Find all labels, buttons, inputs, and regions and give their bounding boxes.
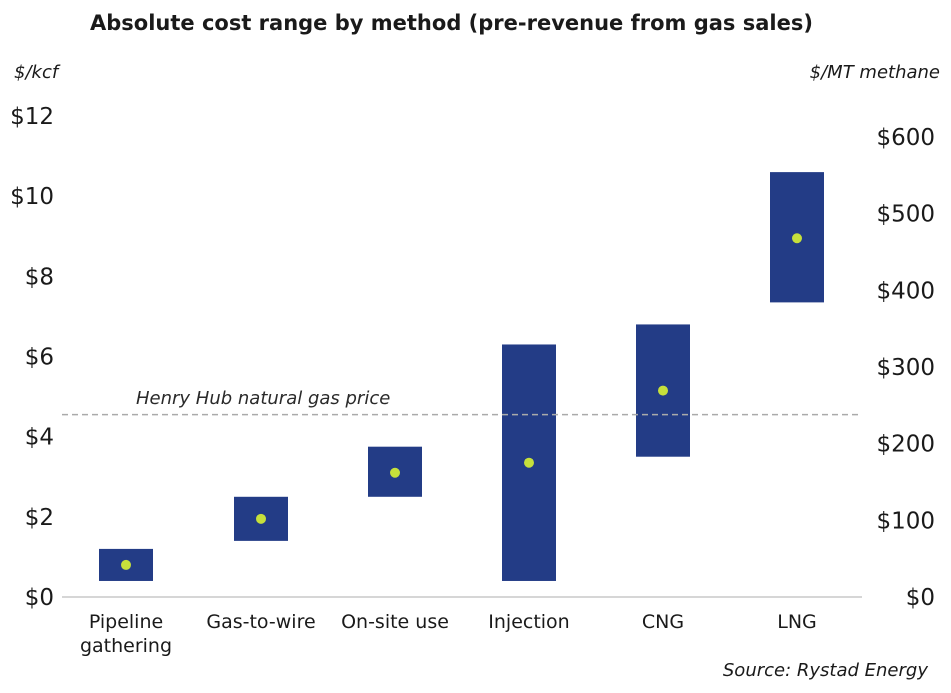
right-tick-label: $200 [876, 432, 935, 458]
right-tick-label: $100 [876, 508, 935, 534]
chart-title: Absolute cost range by method (pre-reven… [90, 11, 813, 35]
midpoint-marker [792, 233, 802, 244]
midpoint-marker [658, 385, 668, 396]
midpoint-marker [390, 467, 400, 478]
midpoint-marker [256, 513, 266, 524]
category-label: Injection [488, 611, 569, 633]
henry-hub-label: Henry Hub natural gas price [136, 388, 390, 409]
right-tick-label: $500 [876, 202, 935, 228]
category-label: On-site use [341, 611, 449, 633]
right-tick-label: $400 [876, 278, 935, 304]
left-axis-unit-label: $/kcf [14, 62, 61, 83]
midpoint-marker [121, 559, 131, 570]
left-axis-ticks: $0 $2 $4 $6 $8 $10 $12 [10, 104, 54, 611]
right-axis-unit-label: $/MT methane [810, 62, 940, 83]
category-label: LNG [777, 611, 817, 633]
left-tick-label: $0 [25, 585, 54, 611]
left-tick-label: $8 [25, 264, 54, 290]
category-label: Pipeline [89, 611, 163, 633]
category-label: Gas-to-wire [206, 611, 315, 633]
left-tick-label: $6 [25, 345, 54, 371]
category-label: CNG [642, 611, 684, 633]
right-tick-label: $300 [876, 355, 935, 381]
source-note: Source: Rystad Energy [723, 660, 928, 681]
left-tick-label: $2 [25, 505, 54, 531]
right-tick-label: $600 [876, 125, 935, 151]
range-bars [99, 172, 824, 581]
right-tick-label: $0 [906, 585, 935, 611]
left-tick-label: $4 [25, 425, 54, 451]
left-tick-label: $10 [10, 184, 54, 210]
midpoint-markers [121, 233, 802, 570]
right-axis-ticks: $0 $100 $200 $300 $400 $500 $600 [876, 125, 935, 611]
category-label: gathering [80, 635, 172, 657]
left-tick-label: $12 [10, 104, 54, 130]
midpoint-marker [524, 457, 534, 468]
